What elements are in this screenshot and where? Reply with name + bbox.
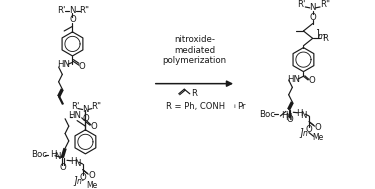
Text: N: N xyxy=(309,3,316,12)
Text: R': R' xyxy=(71,102,80,111)
Text: H: H xyxy=(297,109,303,118)
Text: N: N xyxy=(285,113,292,122)
Text: HN: HN xyxy=(57,60,70,69)
Text: O: O xyxy=(82,114,89,123)
Text: Boc: Boc xyxy=(259,110,275,119)
Text: HN: HN xyxy=(68,112,81,120)
Text: n: n xyxy=(76,177,81,186)
Text: N: N xyxy=(82,105,88,114)
Text: O: O xyxy=(60,163,67,172)
Text: R": R" xyxy=(80,6,90,15)
Polygon shape xyxy=(58,97,63,104)
Text: N: N xyxy=(300,111,307,120)
Text: Boc: Boc xyxy=(31,150,47,159)
Text: N: N xyxy=(74,159,80,168)
Text: ]: ] xyxy=(300,127,303,137)
Text: R": R" xyxy=(320,0,330,9)
Text: R = Ph, CONH: R = Ph, CONH xyxy=(166,102,225,111)
Text: R: R xyxy=(191,89,197,98)
Text: O: O xyxy=(79,173,86,182)
Text: O: O xyxy=(308,76,315,85)
Text: R': R' xyxy=(57,6,66,15)
Text: O: O xyxy=(69,15,76,24)
Text: O: O xyxy=(306,125,312,134)
Text: O: O xyxy=(286,115,293,124)
Text: O: O xyxy=(315,122,322,132)
Text: H: H xyxy=(70,157,76,166)
Text: Me: Me xyxy=(86,181,98,189)
Text: O: O xyxy=(90,122,97,131)
Text: R": R" xyxy=(92,102,102,111)
Text: n: n xyxy=(303,129,308,138)
Text: Me: Me xyxy=(313,133,324,142)
Text: nitroxide-
mediated
polymerization: nitroxide- mediated polymerization xyxy=(162,35,226,65)
Text: O: O xyxy=(309,13,316,22)
Text: R': R' xyxy=(297,0,306,9)
Text: R: R xyxy=(322,34,328,43)
Text: N: N xyxy=(69,6,76,15)
Text: H: H xyxy=(281,112,287,120)
Text: O: O xyxy=(78,62,85,70)
Text: H: H xyxy=(50,150,56,159)
Text: O: O xyxy=(88,171,95,180)
Text: ]: ] xyxy=(315,28,319,38)
Text: m: m xyxy=(317,32,325,41)
Text: N: N xyxy=(54,152,61,161)
Text: i: i xyxy=(233,104,235,109)
Text: HN: HN xyxy=(287,74,300,84)
Text: Pr: Pr xyxy=(237,102,245,111)
Text: ]: ] xyxy=(74,175,77,185)
